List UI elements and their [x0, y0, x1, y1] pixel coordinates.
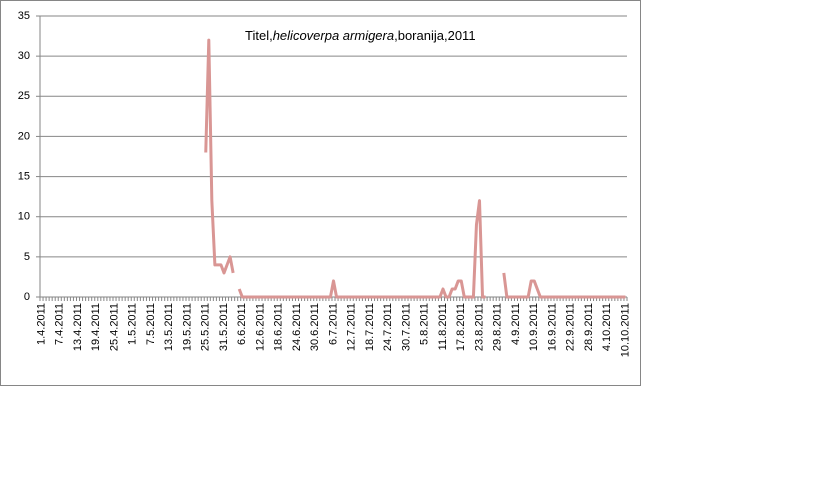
x-tick-label: 18.6.2011	[273, 303, 285, 351]
x-tick-label: 6.6.2011	[236, 303, 248, 345]
x-tick-label: 4.9.2011	[510, 303, 522, 345]
x-tick-label: 31.5.2011	[218, 303, 230, 351]
x-tick-label: 29.8.2011	[492, 303, 504, 351]
x-tick-label: 13.5.2011	[163, 303, 175, 351]
y-tick-label: 5	[24, 251, 30, 263]
x-tick-label: 7.5.2011	[145, 303, 157, 345]
x-tick-label: 12.7.2011	[346, 303, 358, 351]
x-tick-label: 1.4.2011	[35, 303, 47, 345]
x-tick-label: 19.4.2011	[90, 303, 102, 351]
chart-title: Titel,helicoverpa armigera,boranija,2011	[245, 28, 476, 43]
y-tick-label: 10	[18, 211, 30, 223]
data-line	[204, 38, 626, 299]
chart-border	[0, 0, 641, 386]
x-tick-label: 23.8.2011	[473, 303, 485, 351]
x-tick-label: 19.5.2011	[181, 303, 193, 351]
x-tick-label: 24.7.2011	[382, 303, 394, 351]
y-tick-label: 30	[18, 50, 30, 62]
x-tick-label: 6.7.2011	[327, 303, 339, 345]
x-tick-label: 18.7.2011	[364, 303, 376, 351]
x-tick-label: 5.8.2011	[419, 303, 431, 345]
x-tick-label: 4.10.2011	[601, 303, 613, 351]
x-tick-label: 22.9.2011	[565, 303, 577, 351]
x-tick-label: 1.5.2011	[127, 303, 139, 345]
y-tick-label: 20	[18, 130, 30, 142]
y-tick-label: 25	[18, 90, 30, 102]
title-part: ,boranija,2011	[394, 28, 475, 43]
x-tick-label: 16.9.2011	[546, 303, 558, 351]
x-tick-label: 12.6.2011	[254, 303, 266, 351]
x-tick-label: 28.9.2011	[583, 303, 595, 351]
y-tick-label: 0	[24, 291, 30, 303]
y-tick-label: 35	[18, 10, 30, 22]
x-tick-label: 11.8.2011	[437, 303, 449, 350]
x-tick-label: 17.8.2011	[455, 303, 467, 351]
x-tick-label: 13.4.2011	[72, 303, 84, 351]
x-tick-label: 30.6.2011	[309, 303, 321, 351]
title-part: Titel,	[245, 28, 273, 43]
x-tick-label: 10.10.2011	[619, 303, 631, 357]
y-tick-label: 15	[18, 170, 30, 182]
x-tick-label: 24.6.2011	[291, 303, 303, 351]
x-tick-label: 30.7.2011	[400, 303, 412, 351]
x-tick-label: 7.4.2011	[54, 303, 66, 345]
x-tick-label: 25.4.2011	[108, 303, 120, 351]
x-tick-label: 25.5.2011	[200, 303, 212, 351]
x-tick-label: 10.9.2011	[528, 303, 540, 351]
title-part: helicoverpa armigera	[273, 28, 394, 43]
